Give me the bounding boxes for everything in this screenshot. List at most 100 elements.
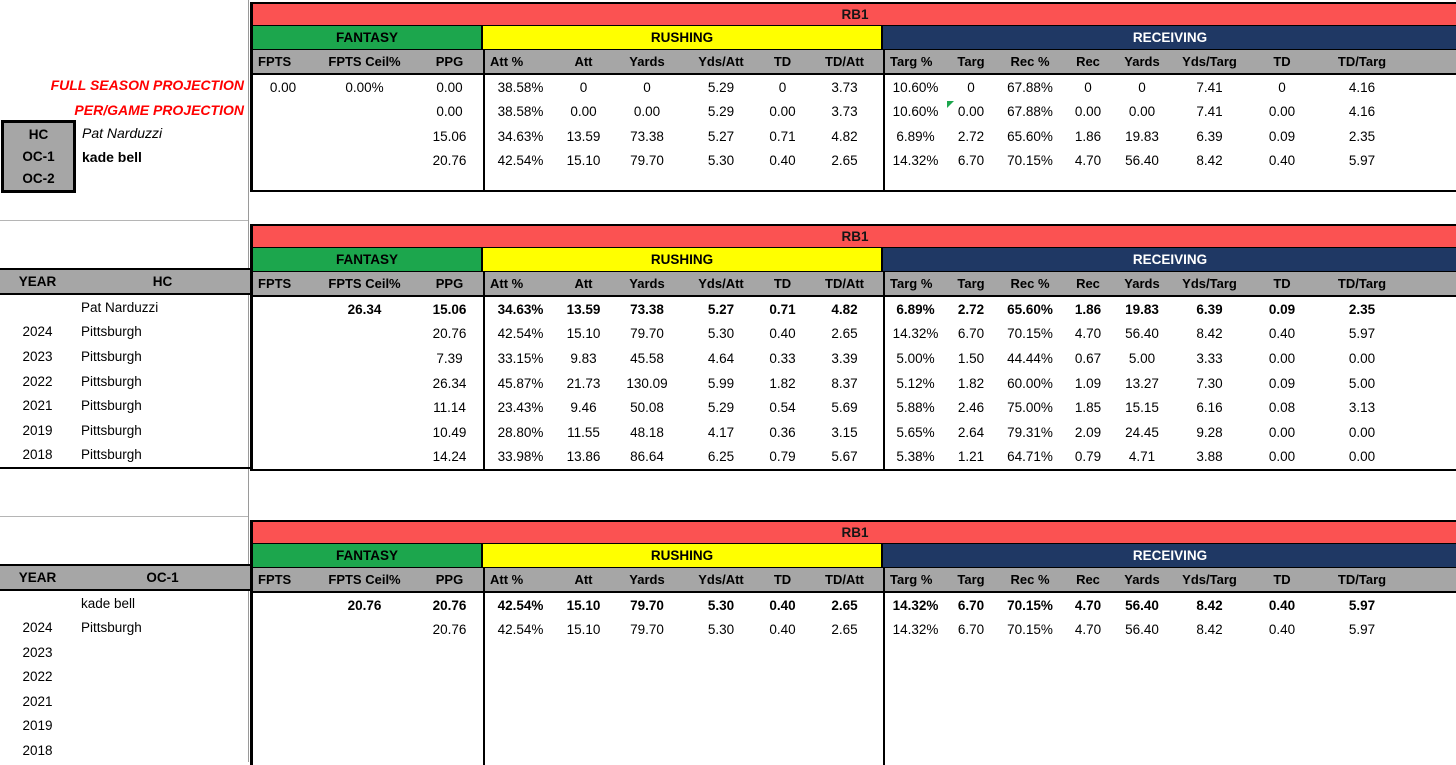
stat-cell[interactable]: [1112, 667, 1172, 692]
stat-cell[interactable]: 0.00: [1348, 424, 1376, 440]
stat-cell[interactable]: 0.40: [769, 153, 796, 169]
column-header-cell[interactable]: TD: [773, 572, 792, 587]
stat-cell[interactable]: 6.89%: [883, 297, 946, 322]
stat-cell[interactable]: [806, 716, 883, 741]
column-header-cell[interactable]: TD/Att: [825, 276, 864, 291]
year-cell[interactable]: 2019: [22, 718, 53, 734]
stat-cell[interactable]: [883, 642, 946, 667]
stat-cell[interactable]: 79.70: [630, 153, 664, 169]
column-header-cell[interactable]: Rec: [1076, 276, 1100, 291]
stat-cell[interactable]: [611, 740, 683, 765]
receiving-section-header[interactable]: RECEIVING: [883, 26, 1456, 49]
stat-cell[interactable]: [996, 691, 1064, 716]
coach-role-oc2[interactable]: OC-2: [22, 171, 55, 187]
fantasy-section-header[interactable]: FANTASY: [253, 248, 483, 271]
year-cell[interactable]: 2022: [22, 669, 53, 685]
stat-cell[interactable]: 20.76: [432, 622, 467, 638]
stat-cell[interactable]: 6.25: [707, 449, 735, 465]
column-header-cell[interactable]: Yards: [629, 572, 665, 587]
stat-cell[interactable]: 2.46: [957, 400, 985, 416]
column-header-cell[interactable]: [1407, 50, 1456, 73]
stat-cell[interactable]: 0.40: [1268, 597, 1296, 613]
rushing-section-header[interactable]: RUSHING: [483, 544, 883, 567]
year-cell[interactable]: 2018: [22, 742, 53, 758]
stat-cell[interactable]: 6.39: [1196, 301, 1223, 317]
stat-cell[interactable]: 5.30: [707, 622, 735, 638]
rushing-section-header[interactable]: RUSHING: [483, 26, 883, 49]
stat-cell[interactable]: [313, 420, 416, 445]
column-header-cell[interactable]: FPTS: [258, 572, 292, 587]
stat-cell[interactable]: 60.00%: [1007, 375, 1053, 391]
stat-cell[interactable]: 20.76: [432, 153, 467, 169]
stat-cell[interactable]: [996, 642, 1064, 667]
stat-cell[interactable]: 10.60%: [883, 99, 946, 124]
team-cell[interactable]: Pittsburgh: [81, 348, 142, 364]
team-cell[interactable]: Pittsburgh: [81, 373, 142, 389]
stat-cell[interactable]: 3.73: [831, 79, 858, 95]
stat-cell[interactable]: [1407, 618, 1456, 643]
column-header-cell[interactable]: Att %: [483, 50, 556, 73]
team-cell[interactable]: Pittsburgh: [81, 422, 142, 438]
stat-cell[interactable]: [313, 740, 416, 765]
stat-cell[interactable]: 6.70: [957, 153, 985, 169]
column-header-cell[interactable]: TD/Targ: [1337, 276, 1387, 291]
column-header-cell[interactable]: PPG: [435, 276, 464, 291]
stat-cell[interactable]: [313, 642, 416, 667]
stat-cell[interactable]: 24.45: [1125, 424, 1159, 440]
column-header-cell[interactable]: FPTS: [258, 276, 292, 291]
stat-cell[interactable]: [313, 346, 416, 371]
column-header-cell[interactable]: Targ: [957, 276, 985, 291]
stat-cell[interactable]: 3.13: [1348, 400, 1376, 416]
stat-cell[interactable]: 67.88%: [1007, 104, 1053, 120]
stat-cell[interactable]: 2.72: [957, 301, 985, 317]
stat-cell[interactable]: 1.21: [957, 449, 985, 465]
column-header-cell[interactable]: PPG: [435, 54, 464, 69]
column-header-cell[interactable]: Yds/Targ: [1182, 276, 1237, 291]
stat-cell[interactable]: 0.08: [1268, 400, 1296, 416]
column-header-cell[interactable]: FPTS Ceil%: [328, 276, 401, 291]
column-header-cell[interactable]: Targ: [957, 54, 985, 69]
stat-cell[interactable]: 14.32%: [883, 148, 946, 173]
stat-cell[interactable]: [946, 740, 996, 765]
team-cell[interactable]: Pittsburgh: [81, 324, 142, 340]
stat-cell[interactable]: 1.86: [1074, 128, 1102, 144]
stat-cell[interactable]: 75.00%: [1007, 400, 1053, 416]
stat-cell[interactable]: 0: [778, 79, 787, 95]
stat-cell[interactable]: [253, 346, 313, 371]
stat-cell[interactable]: 56.40: [1125, 153, 1159, 169]
stat-cell[interactable]: [683, 691, 759, 716]
stat-cell[interactable]: [1317, 642, 1407, 667]
stat-cell[interactable]: 6.70: [957, 597, 985, 613]
column-header-cell[interactable]: FPTS Ceil%: [328, 54, 401, 69]
stat-cell[interactable]: 15.06: [432, 128, 467, 144]
stat-cell[interactable]: [883, 715, 946, 740]
stat-cell[interactable]: 14.24: [432, 449, 467, 465]
stat-cell[interactable]: [313, 395, 416, 420]
column-header-cell[interactable]: FPTS Ceil%: [328, 572, 401, 587]
empty-row[interactable]: [253, 173, 1456, 190]
stat-cell[interactable]: [253, 445, 313, 470]
stat-cell[interactable]: [1172, 716, 1247, 741]
stat-cell[interactable]: 8.42: [1196, 622, 1223, 638]
column-header-cell[interactable]: TD: [773, 54, 792, 69]
stat-cell[interactable]: 0.00: [1074, 104, 1102, 120]
stat-cell[interactable]: [253, 716, 313, 741]
stat-cell[interactable]: 5.99: [707, 375, 735, 391]
stat-cell[interactable]: [611, 691, 683, 716]
stat-cell[interactable]: [253, 642, 313, 667]
stat-cell[interactable]: 0.00: [1268, 449, 1296, 465]
stat-cell[interactable]: 15.15: [1125, 400, 1159, 416]
stat-cell[interactable]: 6.89%: [883, 124, 946, 149]
stat-cell[interactable]: 10.60%: [883, 75, 946, 100]
stat-cell[interactable]: 4.17: [707, 424, 735, 440]
column-header-cell[interactable]: TD/Att: [825, 572, 864, 587]
stat-cell[interactable]: 0: [643, 79, 651, 95]
column-header-cell[interactable]: Yds/Att: [698, 276, 744, 291]
stat-cell[interactable]: 5.29: [707, 79, 735, 95]
team-cell[interactable]: Pittsburgh: [81, 447, 142, 463]
stat-cell[interactable]: [611, 716, 683, 741]
stat-cell[interactable]: 7.41: [1196, 104, 1223, 120]
year-column-header[interactable]: YEAR: [18, 274, 57, 289]
stat-cell[interactable]: [313, 124, 416, 149]
stat-cell[interactable]: [996, 667, 1064, 692]
